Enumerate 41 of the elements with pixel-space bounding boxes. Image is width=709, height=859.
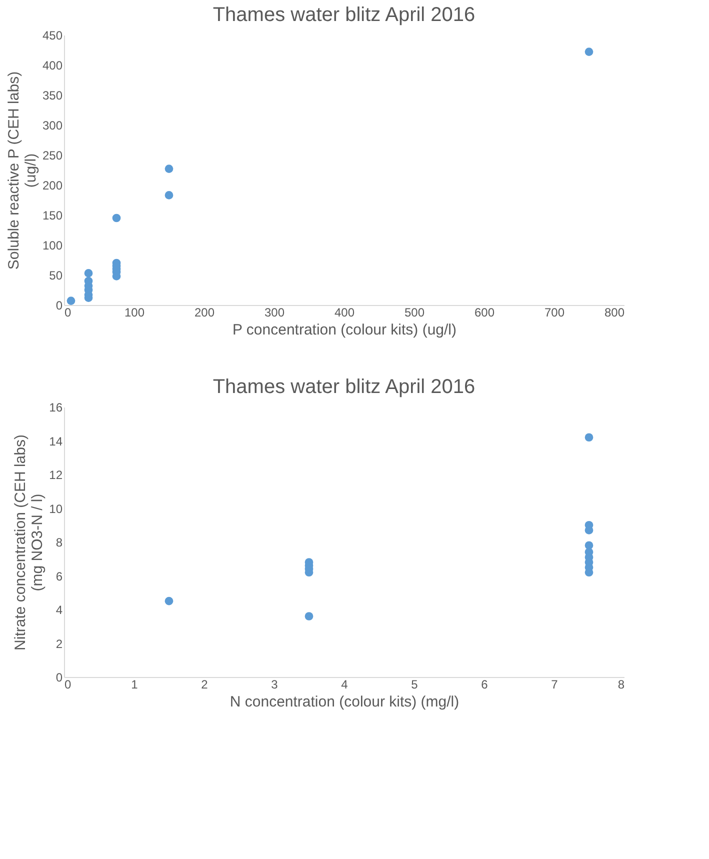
x-axis-title: N concentration (colour kits) (mg/l) <box>230 694 460 710</box>
chart-title: Thames water blitz April 2016 <box>212 376 476 398</box>
y-tick-label: 12 <box>49 468 63 482</box>
y-tick-label: 200 <box>42 178 63 192</box>
x-tick-label: 200 <box>194 306 215 320</box>
x-tick-label: 0 <box>64 678 72 692</box>
chart-title: Thames water blitz April 2016 <box>212 4 476 26</box>
y-tick-label: 2 <box>56 636 63 651</box>
y-axis-title: Soluble reactive P (CEH labs) (ug/l) <box>5 71 40 270</box>
x-axis-title: P concentration (colour kits) (ug/l) <box>232 322 456 338</box>
y-tick-label: 150 <box>42 208 63 222</box>
x-tick-label: 800 <box>604 306 625 320</box>
x-tick-label: 100 <box>124 306 145 320</box>
y-tick-label: 14 <box>49 434 63 448</box>
x-tick-label: 7 <box>551 678 558 692</box>
y-tick-label: 250 <box>42 148 63 162</box>
x-tick-label: 8 <box>618 678 625 692</box>
x-tick-label: 0 <box>64 306 72 320</box>
x-tick-label: 700 <box>544 306 565 320</box>
x-tick-label: 1 <box>131 678 138 692</box>
y-tick-label: 300 <box>42 118 63 132</box>
y-tick-label: 400 <box>42 58 63 72</box>
y-tick-label: 350 <box>42 88 63 102</box>
x-tick-label: 6 <box>481 678 488 692</box>
y-tick-label: 4 <box>56 603 63 617</box>
x-tick-label: 4 <box>341 678 348 692</box>
x-tick-label: 300 <box>264 306 285 320</box>
x-tick-label: 400 <box>334 306 355 320</box>
y-tick-label: 16 <box>49 400 63 414</box>
y-tick-label: 50 <box>49 268 63 282</box>
y-tick-label: 10 <box>49 502 63 516</box>
x-tick-label: 600 <box>474 306 495 320</box>
y-tick-label: 100 <box>42 238 63 252</box>
x-tick-label: 3 <box>271 678 278 692</box>
x-tick-label: 500 <box>404 306 425 320</box>
y-axis-title: Nitrate concentration (CEH labs) (mg NO3-N / l) <box>12 434 46 650</box>
x-tick-label: 2 <box>201 678 208 692</box>
x-tick-label: 5 <box>411 678 418 692</box>
y-tick-label: 6 <box>56 569 63 584</box>
y-tick-label: 450 <box>42 28 63 42</box>
y-tick-label: 8 <box>56 536 63 550</box>
